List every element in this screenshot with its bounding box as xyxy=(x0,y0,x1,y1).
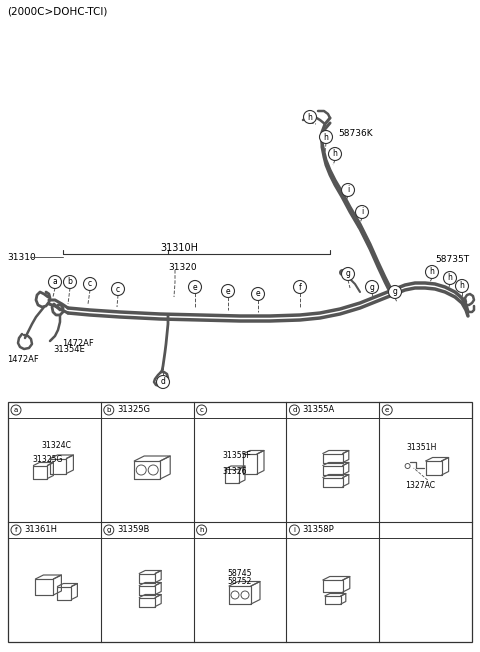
Text: 1472AF: 1472AF xyxy=(62,338,94,348)
Text: d: d xyxy=(161,378,166,387)
Text: e: e xyxy=(192,282,197,291)
Text: d: d xyxy=(292,407,297,413)
Text: 31310: 31310 xyxy=(7,252,36,261)
Circle shape xyxy=(252,288,264,301)
Circle shape xyxy=(388,286,401,299)
Circle shape xyxy=(156,376,169,389)
Text: 31355A: 31355A xyxy=(302,406,335,415)
Circle shape xyxy=(63,276,76,288)
Text: a: a xyxy=(53,278,58,286)
Circle shape xyxy=(221,284,235,297)
Text: 31351H: 31351H xyxy=(407,443,437,452)
Circle shape xyxy=(148,465,158,475)
Text: g: g xyxy=(107,527,111,533)
Text: i: i xyxy=(361,207,363,216)
Circle shape xyxy=(356,205,369,218)
Text: 31320: 31320 xyxy=(168,263,197,271)
Text: e: e xyxy=(385,407,389,413)
Text: c: c xyxy=(200,407,204,413)
Circle shape xyxy=(111,282,124,295)
Bar xyxy=(8,402,472,642)
Text: h: h xyxy=(459,282,465,291)
Circle shape xyxy=(425,265,439,278)
Circle shape xyxy=(136,465,146,475)
Text: 31359B: 31359B xyxy=(117,526,149,535)
Circle shape xyxy=(48,276,61,288)
Circle shape xyxy=(231,591,239,599)
Text: 31325G: 31325G xyxy=(117,406,150,415)
Circle shape xyxy=(197,525,206,535)
Text: 31358P: 31358P xyxy=(302,526,334,535)
Text: h: h xyxy=(447,273,453,282)
Text: g: g xyxy=(370,282,374,291)
Circle shape xyxy=(241,591,249,599)
Text: 58735T: 58735T xyxy=(435,254,469,263)
Text: g: g xyxy=(346,269,350,278)
Text: f: f xyxy=(299,282,301,291)
Text: 31361H: 31361H xyxy=(24,526,57,535)
Circle shape xyxy=(341,183,355,196)
Text: b: b xyxy=(68,278,72,286)
Text: h: h xyxy=(430,267,434,276)
Circle shape xyxy=(303,110,316,123)
Circle shape xyxy=(197,405,206,415)
Circle shape xyxy=(104,525,114,535)
Circle shape xyxy=(405,464,410,469)
Text: a: a xyxy=(14,407,18,413)
Text: 1327AC: 1327AC xyxy=(406,481,435,490)
Text: 31310H: 31310H xyxy=(160,243,198,253)
Text: 31325G: 31325G xyxy=(32,456,63,464)
Text: c: c xyxy=(88,280,92,288)
Text: h: h xyxy=(324,132,328,141)
Text: e: e xyxy=(226,286,230,295)
Text: h: h xyxy=(333,149,337,158)
Circle shape xyxy=(189,280,202,293)
Circle shape xyxy=(444,271,456,284)
Text: 58752: 58752 xyxy=(228,578,252,587)
Circle shape xyxy=(104,405,114,415)
Text: (2000C>DOHC-TCI): (2000C>DOHC-TCI) xyxy=(7,7,108,17)
Text: 31355F: 31355F xyxy=(222,451,251,460)
Circle shape xyxy=(293,280,307,293)
Text: i: i xyxy=(293,527,295,533)
Text: 1472AF: 1472AF xyxy=(7,355,39,364)
Circle shape xyxy=(11,525,21,535)
Text: 31326: 31326 xyxy=(222,467,247,477)
Circle shape xyxy=(84,278,96,291)
Text: g: g xyxy=(393,288,397,297)
Text: c: c xyxy=(116,284,120,293)
Circle shape xyxy=(289,405,300,415)
Text: b: b xyxy=(107,407,111,413)
Text: h: h xyxy=(199,527,204,533)
Text: i: i xyxy=(347,186,349,194)
Text: f: f xyxy=(15,527,17,533)
Circle shape xyxy=(365,280,379,293)
Text: e: e xyxy=(256,289,260,299)
Circle shape xyxy=(320,130,333,143)
Circle shape xyxy=(289,525,300,535)
Circle shape xyxy=(328,147,341,160)
Text: 58745: 58745 xyxy=(228,569,252,578)
Circle shape xyxy=(382,405,392,415)
Circle shape xyxy=(11,405,21,415)
Text: h: h xyxy=(308,113,312,121)
Text: 31354E: 31354E xyxy=(53,346,85,355)
Circle shape xyxy=(341,267,355,280)
Circle shape xyxy=(456,280,468,293)
Text: 58736K: 58736K xyxy=(338,130,372,138)
Text: 31324C: 31324C xyxy=(41,441,72,451)
